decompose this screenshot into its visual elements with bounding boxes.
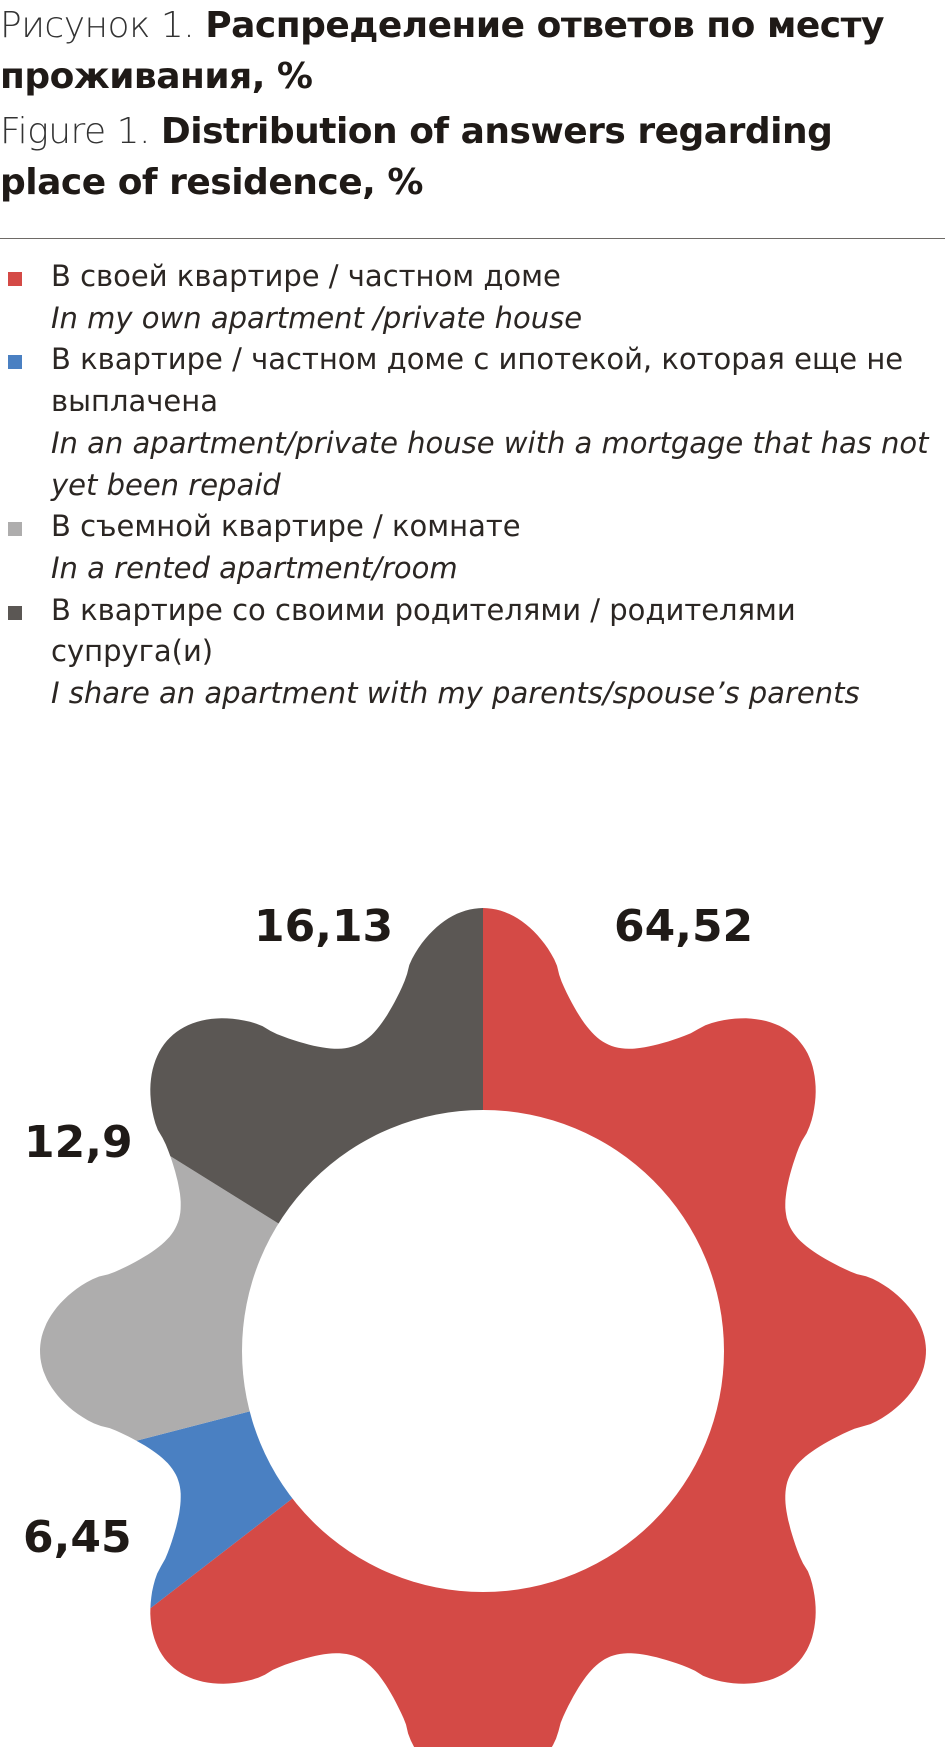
legend-label-ru: В квартире / частном доме с ипотекой, ко… <box>51 342 904 419</box>
title-en-text: Distribution of answers regarding place … <box>0 111 833 203</box>
legend-swatch <box>8 522 22 537</box>
legend-label-en: In an apartment/private house with a mor… <box>51 425 929 502</box>
donut-hole <box>242 1110 724 1592</box>
legend-label-en: In a rented apartment/room <box>51 550 458 585</box>
legend-item: В квартире со своими родителями / родите… <box>0 590 948 715</box>
title-en-prefix: Figure 1. <box>0 111 161 152</box>
legend-label-ru: В своей квартире / частном доме <box>51 259 561 293</box>
legend-label-en: In my own apartment /private house <box>51 300 583 335</box>
divider <box>0 238 945 239</box>
legend-item: В съемной квартире / комнате In a rented … <box>0 506 948 589</box>
data-label-mortgage: 6,45 <box>23 1512 132 1563</box>
legend-item: В квартире / частном доме с ипотекой, ко… <box>0 339 948 506</box>
title-ru: Рисунок 1. Распределение ответов по мест… <box>0 0 948 102</box>
legend-swatch <box>8 605 22 620</box>
legend-label-en: I share an apartment with my parents/spo… <box>51 676 860 711</box>
legend-label-ru: В съемной квартире / комнате <box>51 509 521 544</box>
data-label-own: 64,52 <box>614 901 753 952</box>
title-ru-prefix: Рисунок 1. <box>0 5 206 46</box>
legend: В своей квартире / частном доме In my own… <box>0 256 948 715</box>
legend-label-ru: В квартире со своими родителями / родите… <box>51 592 796 669</box>
legend-swatch <box>8 355 22 370</box>
data-label-rented: 12,9 <box>24 1117 133 1168</box>
title-en: Figure 1. Distribution of answers regard… <box>0 106 948 208</box>
title-ru-text: Распределение ответов по месту проживани… <box>0 5 884 97</box>
legend-item: В своей квартире / частном доме In my own… <box>0 256 948 339</box>
legend-swatch <box>8 272 22 286</box>
data-label-parents: 16,13 <box>254 901 393 952</box>
